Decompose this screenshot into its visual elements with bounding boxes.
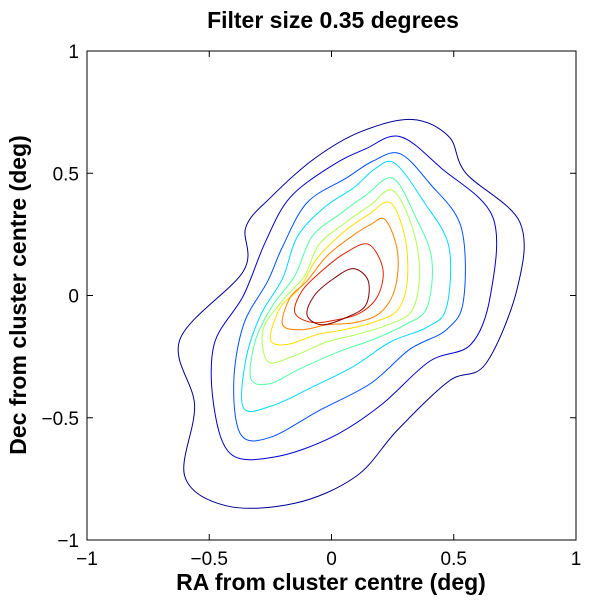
- y-tick-label: −0.5: [41, 409, 79, 430]
- contour-level-10: [306, 268, 370, 326]
- contour-level-8: [281, 217, 399, 331]
- y-tick-label: 1: [68, 42, 79, 63]
- y-tick-label: −1: [57, 531, 79, 552]
- x-tick-label: 0: [326, 549, 337, 570]
- contour-level-2: [210, 135, 498, 461]
- y-axis-label: Dec from cluster centre (deg): [5, 135, 31, 455]
- chart-title: Filter size 0.35 degrees: [207, 7, 459, 33]
- contour-level-5: [249, 177, 433, 386]
- x-tick-label: −1: [76, 549, 98, 570]
- x-tick-label: 1: [571, 549, 582, 570]
- axis-ticks: −1 −0.5 0 0.5 1 −1 −0.5 0 0.5 1: [41, 42, 581, 570]
- contour-level-4: [241, 160, 452, 412]
- x-axis-label: RA from cluster centre (deg): [176, 569, 486, 595]
- contour-level-6: [261, 189, 421, 364]
- contour-level-1: [177, 118, 525, 509]
- plot-area: [86, 50, 577, 541]
- contour-level-7: [269, 201, 409, 346]
- contour-level-9: [293, 243, 384, 324]
- y-tick-label: 0: [68, 287, 79, 308]
- x-tick-label: −0.5: [190, 549, 228, 570]
- y-tick-label: 0.5: [53, 164, 79, 185]
- contour-level-3: [233, 152, 466, 442]
- x-tick-label: 0.5: [441, 549, 467, 570]
- contour-group: [177, 118, 525, 509]
